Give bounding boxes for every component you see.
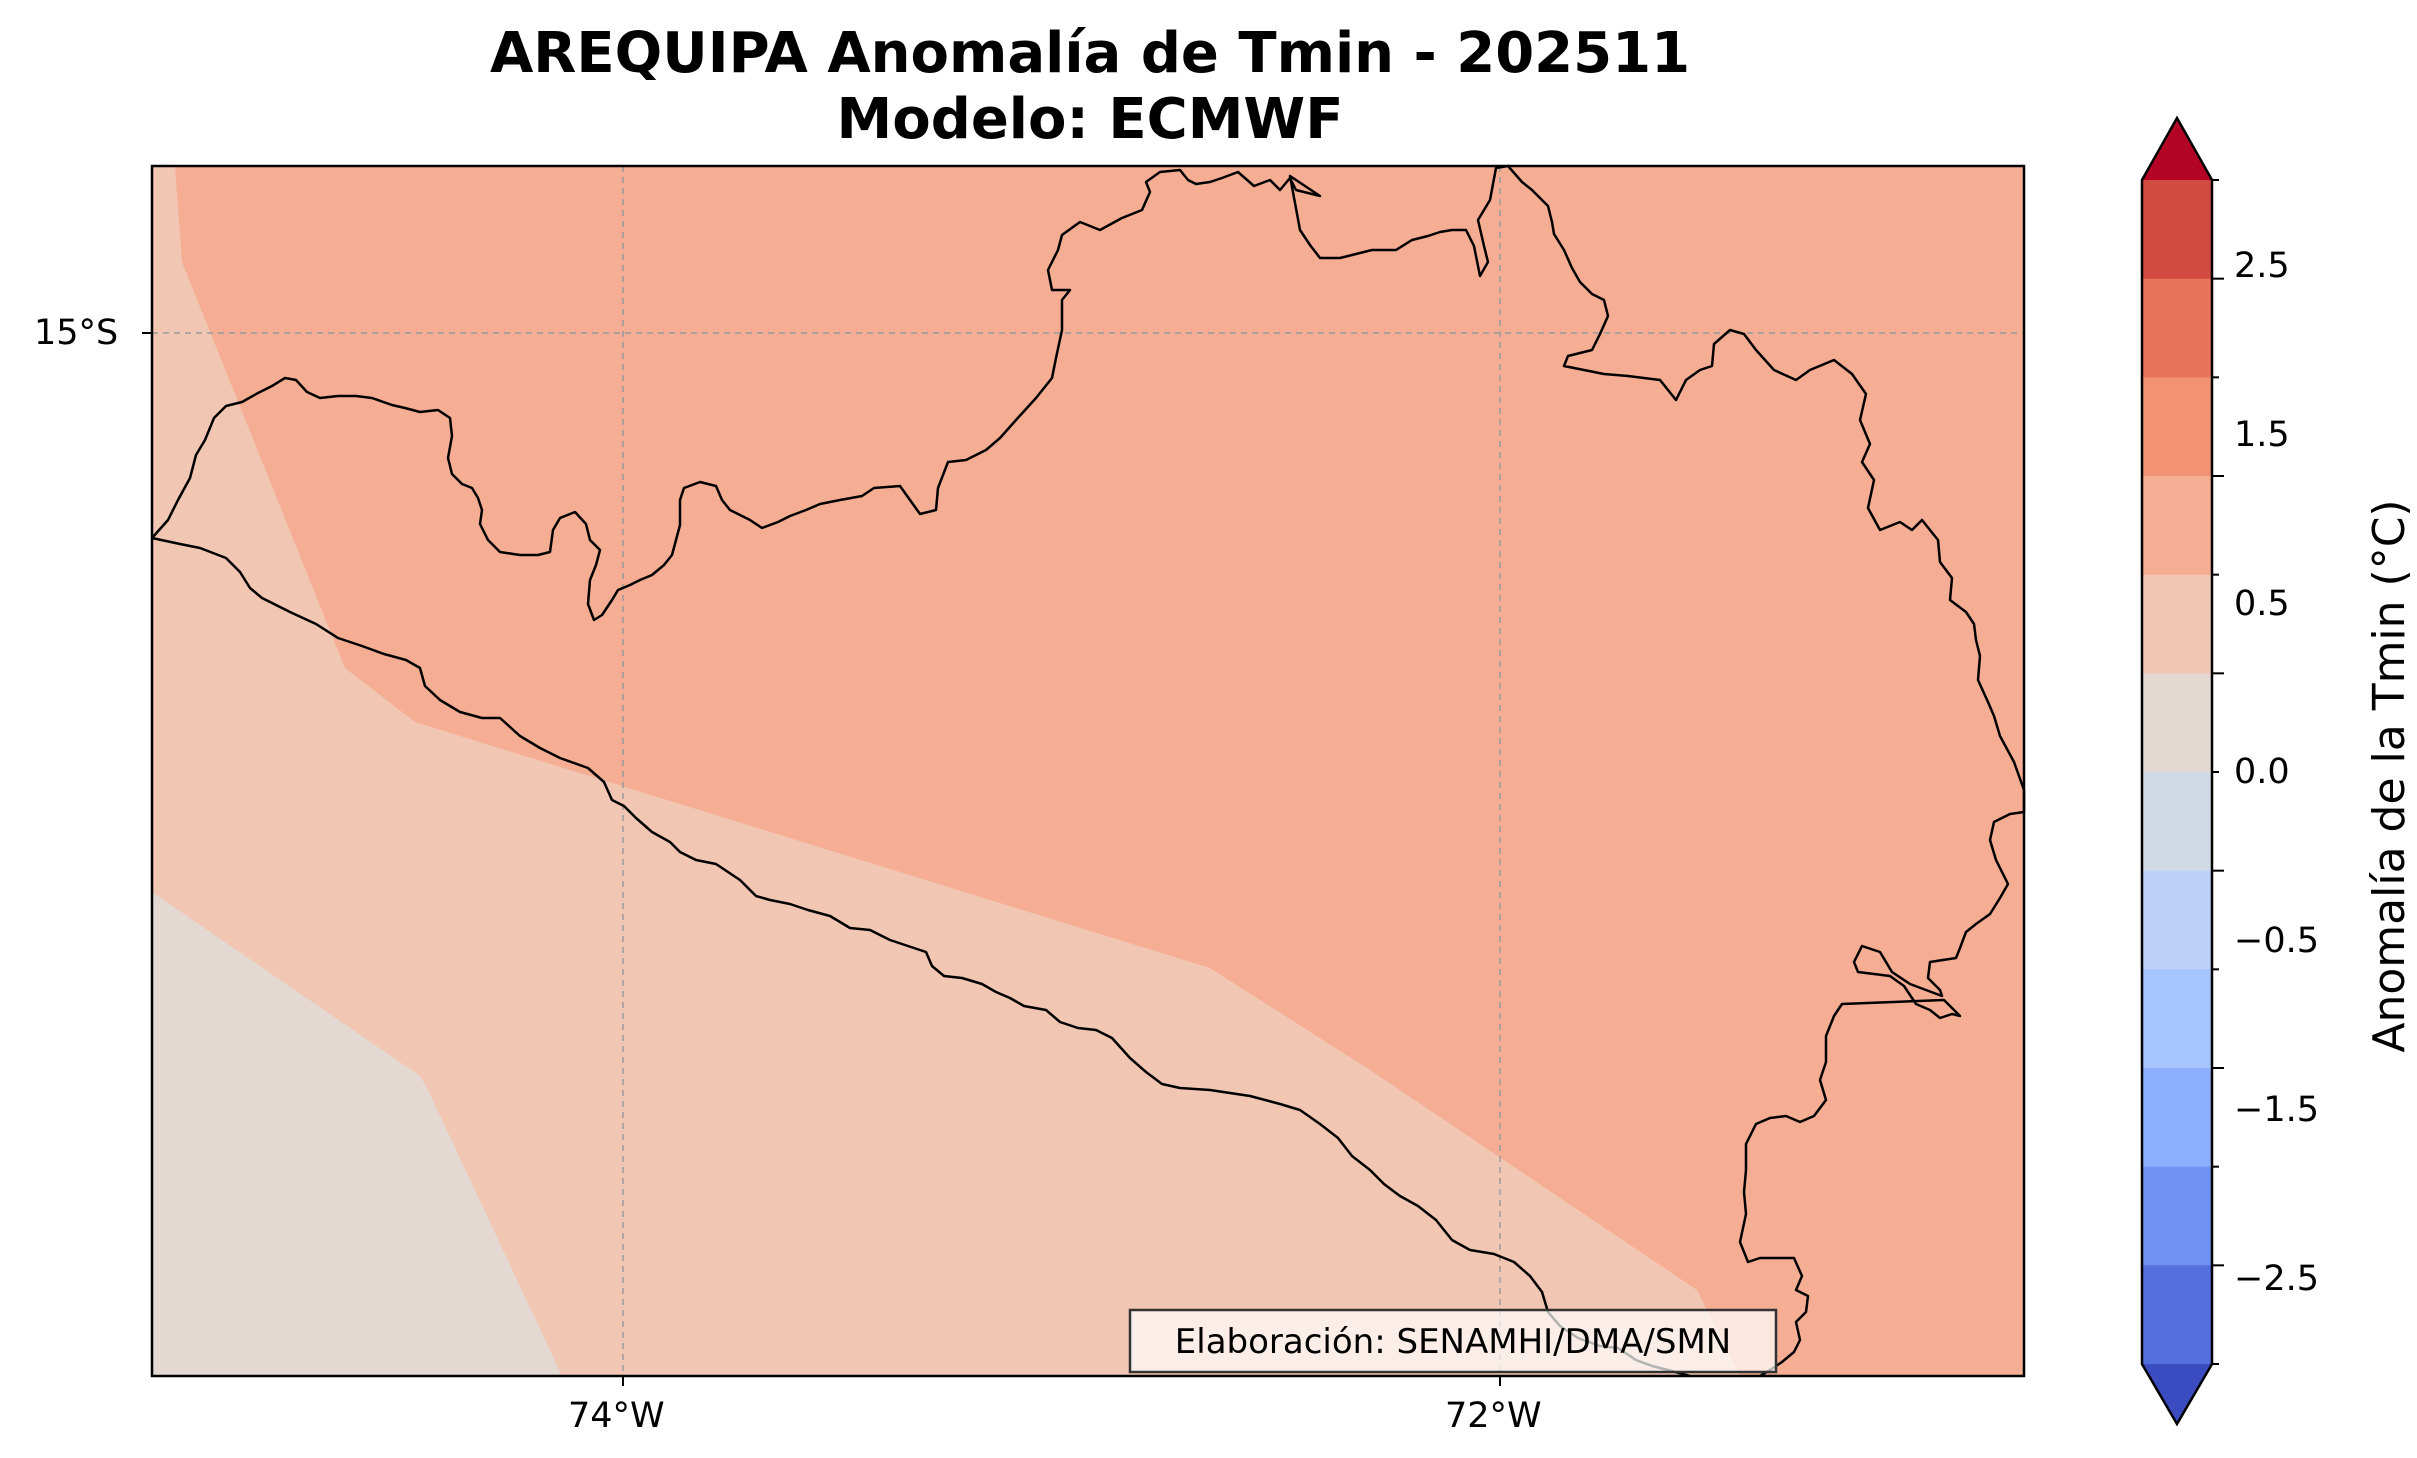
map-panel: Elaboración: SENAMHI/DMA/SMN bbox=[142, 164, 2026, 1386]
colorbar-tick-neg-2-5: −2.5 bbox=[2234, 1259, 2319, 1299]
lat-tick-15s: 15°S bbox=[34, 313, 119, 353]
gridlines bbox=[152, 166, 2024, 1376]
colorbar-bin bbox=[2142, 278, 2212, 378]
colorbar-tick-0-0: 0.0 bbox=[2234, 752, 2290, 792]
colorbar-tick-neg-0-5: −0.5 bbox=[2234, 921, 2319, 961]
credit-text: Elaboración: SENAMHI/DMA/SMN bbox=[1175, 1322, 1731, 1362]
colorbar-bin bbox=[2142, 673, 2212, 773]
colorbar-tick-0-5: 0.5 bbox=[2234, 584, 2290, 624]
colorbar-ticks bbox=[2212, 179, 2224, 1365]
colorbar-bin bbox=[2142, 180, 2212, 280]
colorbar-over-triangle bbox=[2142, 118, 2212, 180]
map-title: AREQUIPA Anomalía de Tmin - 202511 bbox=[489, 21, 1691, 86]
lon-tick-72w: 72°W bbox=[1445, 1396, 1542, 1436]
colorbar-tick-2-5: 2.5 bbox=[2234, 246, 2290, 286]
colorbar-tick-1-5: 1.5 bbox=[2234, 415, 2290, 455]
colorbar bbox=[2140, 115, 2224, 1427]
map-frame bbox=[150, 164, 2026, 1378]
colorbar-bins bbox=[2142, 180, 2212, 1365]
colorbar-label: Anomalía de la Tmin (°C) bbox=[2364, 499, 2415, 1053]
colorbar-bin bbox=[2142, 476, 2212, 576]
colorbar-bin bbox=[2142, 1265, 2212, 1365]
region-boundary bbox=[151, 164, 2026, 1378]
colorbar-bin bbox=[2142, 574, 2212, 674]
colorbar-bin bbox=[2142, 377, 2212, 477]
colorbar-tick-neg-1-5: −1.5 bbox=[2234, 1090, 2319, 1130]
lon-tick-74w: 74°W bbox=[568, 1396, 665, 1436]
colorbar-under-triangle bbox=[2142, 1364, 2212, 1424]
colorbar-bin bbox=[2142, 969, 2212, 1069]
colorbar-bin bbox=[2142, 772, 2212, 872]
colorbar-bin bbox=[2142, 1068, 2212, 1168]
colorbar-bin bbox=[2142, 870, 2212, 970]
field-coastal-band bbox=[152, 166, 1740, 1376]
map-subtitle: Modelo: ECMWF bbox=[836, 87, 1344, 152]
coastline bbox=[151, 536, 1691, 1378]
field-far-southwest bbox=[152, 892, 562, 1376]
colorbar-bin bbox=[2142, 1166, 2212, 1266]
credit-box: Elaboración: SENAMHI/DMA/SMN bbox=[1128, 1308, 1778, 1374]
